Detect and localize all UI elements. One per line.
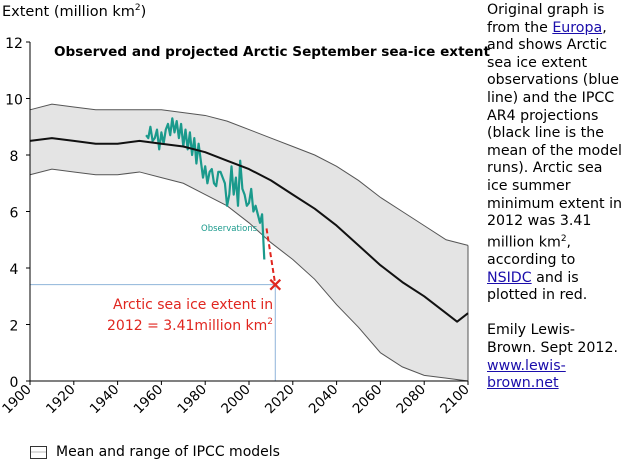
y-tick-label: 2 xyxy=(10,319,19,335)
nsidc-link[interactable]: NSIDC xyxy=(487,269,532,286)
model-range-upper xyxy=(29,103,469,246)
y-axis-label: Extent (million km2) xyxy=(2,3,146,20)
series-line-observations xyxy=(145,117,266,260)
highlight-label-sup: 2 xyxy=(267,317,273,327)
note-paragraph-2: Emily Lewis-Brown. Sept 2012. www.lewis-b… xyxy=(487,322,623,392)
series-line-model-mean xyxy=(29,137,469,323)
y-tick-label: 0 xyxy=(10,375,19,391)
highlight-marker xyxy=(265,228,282,291)
note-author: Emily Lewis-Brown. Sept 2012. xyxy=(487,322,618,357)
highlight-connector xyxy=(265,228,277,285)
highlight-label-line2: 2012 = 3.41million km2 xyxy=(107,317,273,334)
model-range-fill xyxy=(30,104,468,381)
legend-swatch xyxy=(30,445,47,459)
y-tick-label: 6 xyxy=(10,206,19,222)
y-ticks: 0 2 4 6 8 10 12 xyxy=(5,36,30,391)
model-range-band xyxy=(29,103,469,382)
highlight-label-line1: Arctic sea ice extent in xyxy=(113,297,273,313)
note-text-4: and is plotted in red. xyxy=(487,269,588,304)
author-website-link[interactable]: www.lewis-brown.net xyxy=(487,357,566,392)
caption-note: Original graph is from the Europa, and s… xyxy=(487,2,623,393)
note-text-2: , and shows Arctic sea ice extent observ… xyxy=(487,19,623,251)
highlight-guides xyxy=(30,284,276,381)
y-tick-label: 12 xyxy=(5,36,23,52)
note-spacer xyxy=(487,305,623,323)
highlight-cross-b xyxy=(269,278,282,291)
series-group xyxy=(29,117,469,323)
note-text-3: , according to xyxy=(487,234,576,269)
y-tick-label: 10 xyxy=(5,93,23,109)
europa-link[interactable]: Europa xyxy=(552,19,603,36)
note-paragraph-1: Original graph is from the Europa, and s… xyxy=(487,2,623,305)
y-axis-label-text: Extent (million km xyxy=(2,4,135,20)
note-sup: 2 xyxy=(560,233,567,244)
y-tick-label: 4 xyxy=(10,262,19,278)
model-range-lower xyxy=(29,168,469,382)
y-axis-label-sup: 2 xyxy=(135,3,141,13)
legend: Mean and range of IPCC models xyxy=(30,444,280,460)
note-text-1: Original graph is from the xyxy=(487,2,605,36)
y-tick-label: 8 xyxy=(10,149,19,165)
legend-label: Mean and range of IPCC models xyxy=(56,444,280,460)
observations-label: Observations xyxy=(201,224,258,234)
highlight-label-text: 2012 = 3.41million km xyxy=(107,318,267,334)
y-axis-label-close: ) xyxy=(141,4,147,20)
chart-title: Observed and projected Arctic September … xyxy=(54,44,490,60)
